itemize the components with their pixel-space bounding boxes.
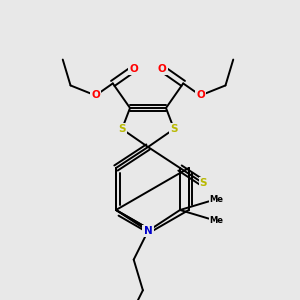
Text: O: O — [129, 64, 138, 74]
Text: O: O — [158, 64, 167, 74]
Text: O: O — [196, 91, 205, 100]
Text: O: O — [91, 91, 100, 100]
Text: S: S — [118, 124, 126, 134]
Text: S: S — [200, 178, 207, 188]
Text: S: S — [170, 124, 178, 134]
Text: Me: Me — [210, 195, 224, 204]
Text: Me: Me — [210, 216, 224, 225]
Text: N: N — [144, 226, 152, 236]
